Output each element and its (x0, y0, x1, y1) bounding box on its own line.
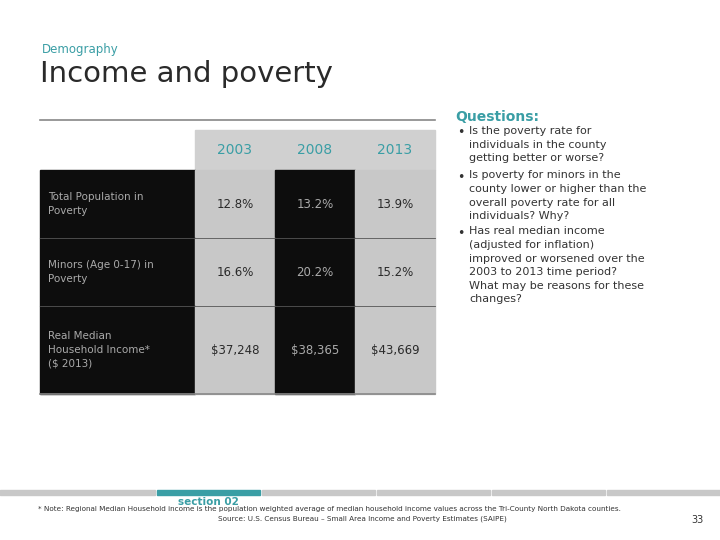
Text: Real Median
Household Income*
($ 2013): Real Median Household Income* ($ 2013) (48, 331, 150, 369)
Text: $43,669: $43,669 (371, 343, 419, 356)
Bar (40, 238, 195, 306)
Text: * Note: Regional Median Household income is the population weighted average of m: * Note: Regional Median Household income… (38, 506, 621, 512)
Bar (492, 490, 605, 495)
Text: 33: 33 (692, 515, 704, 525)
Text: Total Population in
Poverty: Total Population in Poverty (48, 192, 143, 216)
Bar (195, 130, 435, 170)
Text: 15.2%: 15.2% (377, 266, 413, 279)
Bar (40, 170, 195, 238)
Text: Source: U.S. Census Bureau – Small Area Income and Poverty Estimates (SAIPE): Source: U.S. Census Bureau – Small Area … (217, 515, 506, 522)
Bar (0, 490, 155, 495)
Bar (377, 490, 490, 495)
Text: Is poverty for minors in the
county lower or higher than the
overall poverty rat: Is poverty for minors in the county lowe… (469, 171, 647, 221)
Bar (607, 490, 720, 495)
Bar (275, 306, 355, 394)
Text: Minors (Age 0-17) in
Poverty: Minors (Age 0-17) in Poverty (48, 260, 154, 284)
Text: Questions:: Questions: (455, 110, 539, 124)
Text: 2008: 2008 (297, 143, 333, 157)
Bar (275, 238, 355, 306)
Bar (355, 238, 435, 306)
Text: $38,365: $38,365 (291, 343, 339, 356)
Bar (262, 490, 375, 495)
Text: 2013: 2013 (377, 143, 413, 157)
Text: •: • (457, 126, 464, 139)
Text: Income and poverty: Income and poverty (40, 60, 333, 88)
Bar (275, 170, 355, 238)
Bar (195, 238, 275, 306)
Text: •: • (457, 226, 464, 240)
Text: Has real median income
(adjusted for inflation)
improved or worsened over the
20: Has real median income (adjusted for inf… (469, 226, 644, 305)
Text: 13.9%: 13.9% (377, 198, 413, 211)
Bar (40, 306, 195, 394)
Text: 20.2%: 20.2% (297, 266, 333, 279)
Bar (195, 306, 275, 394)
Bar (195, 170, 275, 238)
Text: 13.2%: 13.2% (297, 198, 333, 211)
Bar (157, 490, 260, 495)
Bar (355, 306, 435, 394)
Text: Is the poverty rate for
individuals in the county
getting better or worse?: Is the poverty rate for individuals in t… (469, 126, 606, 163)
Text: 12.8%: 12.8% (217, 198, 253, 211)
Text: $37,248: $37,248 (211, 343, 259, 356)
Text: 2003: 2003 (217, 143, 253, 157)
Bar (355, 170, 435, 238)
Text: 16.6%: 16.6% (216, 266, 253, 279)
Text: section 02: section 02 (178, 497, 238, 507)
Text: •: • (457, 171, 464, 184)
Text: Demography: Demography (42, 43, 119, 56)
